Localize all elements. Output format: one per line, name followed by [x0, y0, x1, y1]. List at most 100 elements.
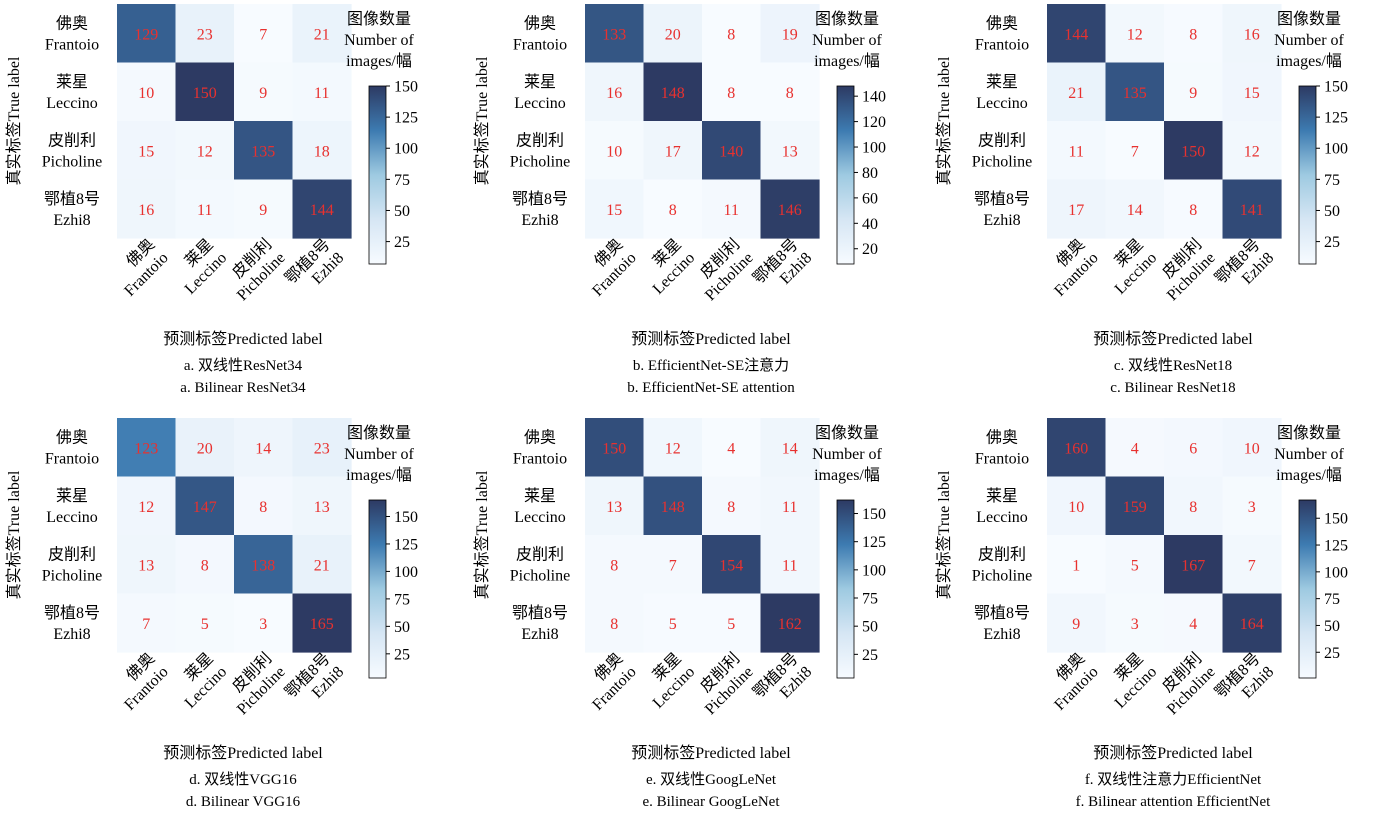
heatmap-cell [234, 62, 294, 122]
colorbar [836, 85, 855, 265]
cell-value-label: 20 [665, 26, 681, 43]
heatmap-cell [234, 179, 294, 239]
heatmap-cell [1105, 418, 1165, 478]
cell-value-label: 21 [314, 557, 330, 574]
cell-value-label: 8 [201, 557, 209, 574]
cell-value-label: 15 [606, 202, 622, 219]
cell-value-label: 8 [259, 499, 267, 516]
row-label-cn: 鄂植8号 [974, 190, 1030, 208]
cell-value-label: 10 [1068, 499, 1084, 516]
heatmap-cell [760, 535, 820, 595]
heatmap-cell [117, 62, 177, 122]
colorbar-title: Number of [344, 446, 414, 463]
cell-value-label: 5 [727, 616, 735, 633]
cell-value-label: 133 [602, 26, 626, 43]
heatmap-cell [1164, 418, 1224, 478]
row-label-en: Ezhi8 [983, 212, 1020, 229]
heatmap-cell [292, 418, 352, 478]
row-label-cn: 皮削利 [48, 545, 96, 563]
heatmap-cell [585, 535, 645, 595]
row-label-en: Leccino [514, 509, 566, 526]
colorbar-tick-label: 50 [1324, 203, 1340, 220]
row-label-en: Picholine [42, 153, 102, 170]
caption-en: c. Bilinear ResNet18 [1110, 380, 1235, 396]
row-label-en: Frantoio [975, 450, 1029, 467]
cell-value-label: 8 [727, 26, 735, 43]
cell-value-label: 3 [1131, 616, 1139, 633]
heatmap-cell [175, 418, 235, 478]
heatmap-cell [1105, 535, 1165, 595]
heatmap-cell [643, 62, 703, 122]
row-label-en: Frantoio [513, 36, 567, 53]
row-label-cn: 皮削利 [978, 131, 1026, 149]
cell-value-label: 12 [1127, 26, 1143, 43]
row-label-cn: 莱星 [56, 487, 88, 505]
cell-value-label: 4 [1189, 616, 1197, 633]
heatmap-cell [1164, 476, 1224, 536]
cell-value-label: 7 [142, 616, 150, 633]
heatmap-cell [643, 179, 703, 239]
row-label-cn: 佛奥 [524, 428, 556, 446]
cell-value-label: 165 [310, 616, 334, 633]
heatmap-cell [643, 476, 703, 536]
colorbar-tick-label: 50 [1324, 618, 1340, 635]
heatmap-cell [175, 476, 235, 536]
heatmap-cell [175, 62, 235, 122]
colorbar-tick-label: 80 [862, 165, 878, 182]
y-axis-title: 真实标签True label [5, 470, 23, 599]
heatmap-cell [292, 593, 352, 653]
cell-value-label: 10 [138, 85, 154, 102]
heatmap-cell [1047, 476, 1107, 536]
heatmap-cell [175, 179, 235, 239]
heatmap-cell [643, 121, 703, 181]
heatmap-cell [1047, 4, 1107, 64]
heatmap-cell [1222, 476, 1282, 536]
heatmap-cell [643, 418, 703, 478]
cell-value-label: 14 [1127, 202, 1143, 219]
colorbar-title: images/幅 [346, 466, 412, 484]
heatmap-cell [1222, 4, 1282, 64]
colorbar-tick-label: 50 [862, 619, 878, 636]
colorbar-title: Number of [1274, 32, 1344, 49]
cell-value-label: 1 [1072, 557, 1080, 574]
colorbar-tick-label: 100 [394, 141, 418, 158]
cell-value-label: 9 [259, 202, 267, 219]
cell-value-label: 4 [727, 440, 735, 457]
row-label-en: Frantoio [45, 36, 99, 53]
caption-en: a. Bilinear ResNet34 [180, 380, 306, 396]
heatmap-cell [585, 418, 645, 478]
heatmap-cell [760, 418, 820, 478]
heatmap-cell [1222, 62, 1282, 122]
colorbar-title: Number of [1274, 446, 1344, 463]
cell-value-label: 5 [669, 616, 677, 633]
cell-value-label: 17 [665, 143, 681, 160]
colorbar-title: 图像数量 [347, 424, 411, 442]
colorbar-tick-label: 50 [394, 203, 410, 220]
row-label-en: Leccino [46, 95, 98, 112]
heatmap-cell [1105, 476, 1165, 536]
cell-value-label: 3 [1248, 499, 1256, 516]
y-axis-title: 真实标签True label [473, 56, 491, 185]
heatmap-cell [760, 121, 820, 181]
heatmap-cell [1047, 179, 1107, 239]
cell-value-label: 23 [314, 440, 330, 457]
heatmap-cell [1164, 593, 1224, 653]
cell-value-label: 18 [314, 143, 330, 160]
heatmap-cell [292, 476, 352, 536]
colorbar-tick-label: 125 [1324, 110, 1348, 127]
heatmap-cell [292, 62, 352, 122]
row-label-cn: 莱星 [524, 487, 556, 505]
cell-value-label: 4 [1131, 440, 1139, 457]
colorbar-title: 图像数量 [347, 10, 411, 28]
